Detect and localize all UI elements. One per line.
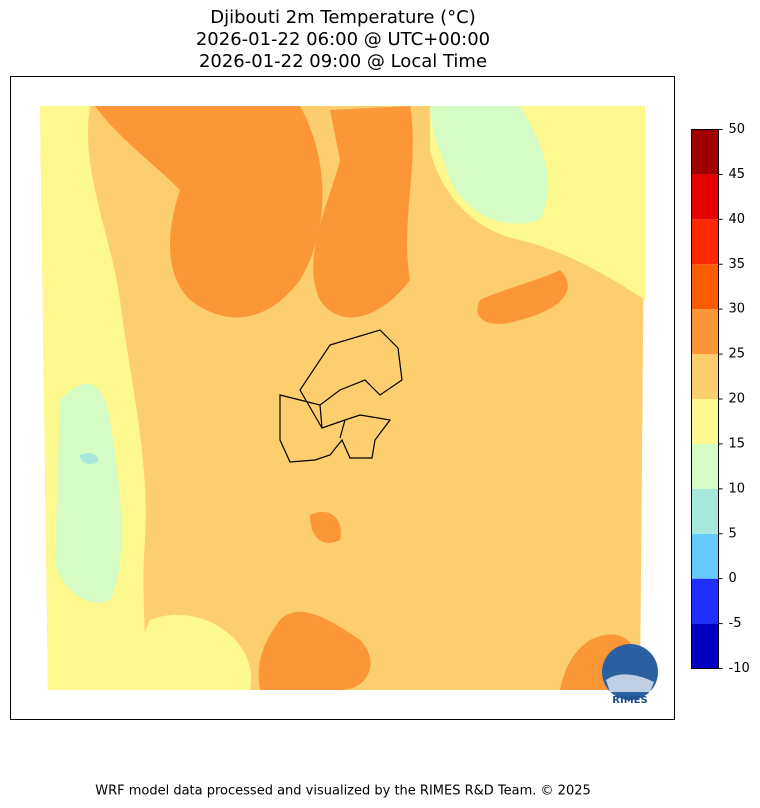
colorbar: -10 -5 0 5 10 15 20 25 30 35 40 45 50 — [691, 122, 750, 676]
colorbar-bin — [691, 129, 719, 175]
colorbar-bin — [691, 623, 719, 669]
title-line: 2026-01-22 06:00 @ UTC+00:00 — [196, 29, 490, 50]
colorbar-bin — [691, 578, 719, 624]
field-warm — [313, 106, 413, 318]
colorbar-tick-label: 15 — [729, 436, 746, 451]
colorbar-bin — [691, 533, 719, 579]
field-warm — [310, 511, 341, 543]
country-border — [279, 329, 403, 463]
colorbar-tick-label: 30 — [729, 302, 746, 317]
colorbar-bin — [691, 488, 719, 534]
field-warm — [95, 106, 323, 318]
field-warm — [477, 270, 568, 324]
colorbar-bin — [691, 443, 719, 489]
colorbar-tick-label: 25 — [729, 347, 746, 362]
colorbar-tick-label: 0 — [729, 571, 737, 586]
colorbar-bin — [691, 219, 719, 265]
logo-wave — [606, 674, 654, 692]
logo-label: RIMES — [612, 695, 647, 706]
colorbar-tick-label: -5 — [729, 616, 742, 631]
logo: RIMES — [602, 644, 658, 706]
colorbar-tick-label: 40 — [729, 212, 746, 227]
colorbar-tick-label: 20 — [729, 392, 746, 407]
footer: WRF model data processed and visualized … — [95, 784, 591, 799]
colorbar-tick-label: -10 — [729, 661, 750, 676]
colorbar-bin — [691, 354, 719, 399]
colorbar-bin — [691, 309, 719, 355]
map: RIMES — [10, 76, 675, 720]
colorbar-tick-label: 45 — [729, 167, 746, 182]
title-line: Djibouti 2m Temperature (°C) — [210, 7, 476, 28]
colorbar-tick-label: 5 — [729, 526, 737, 541]
field-warm — [258, 611, 371, 690]
field-cool — [140, 614, 252, 690]
field-mild — [55, 383, 122, 603]
colorbar-frame — [691, 129, 719, 669]
field-mild — [80, 452, 99, 464]
colorbar-bin — [691, 399, 719, 444]
title-line: 2026-01-22 09:00 @ Local Time — [199, 51, 487, 72]
colorbar-bin — [691, 264, 719, 310]
colorbar-bin — [691, 174, 719, 220]
field-mild — [430, 106, 549, 224]
colorbar-tick-label: 35 — [729, 257, 746, 272]
colorbar-tick-label: 10 — [729, 481, 746, 496]
colorbar-tick-label: 50 — [729, 122, 746, 137]
